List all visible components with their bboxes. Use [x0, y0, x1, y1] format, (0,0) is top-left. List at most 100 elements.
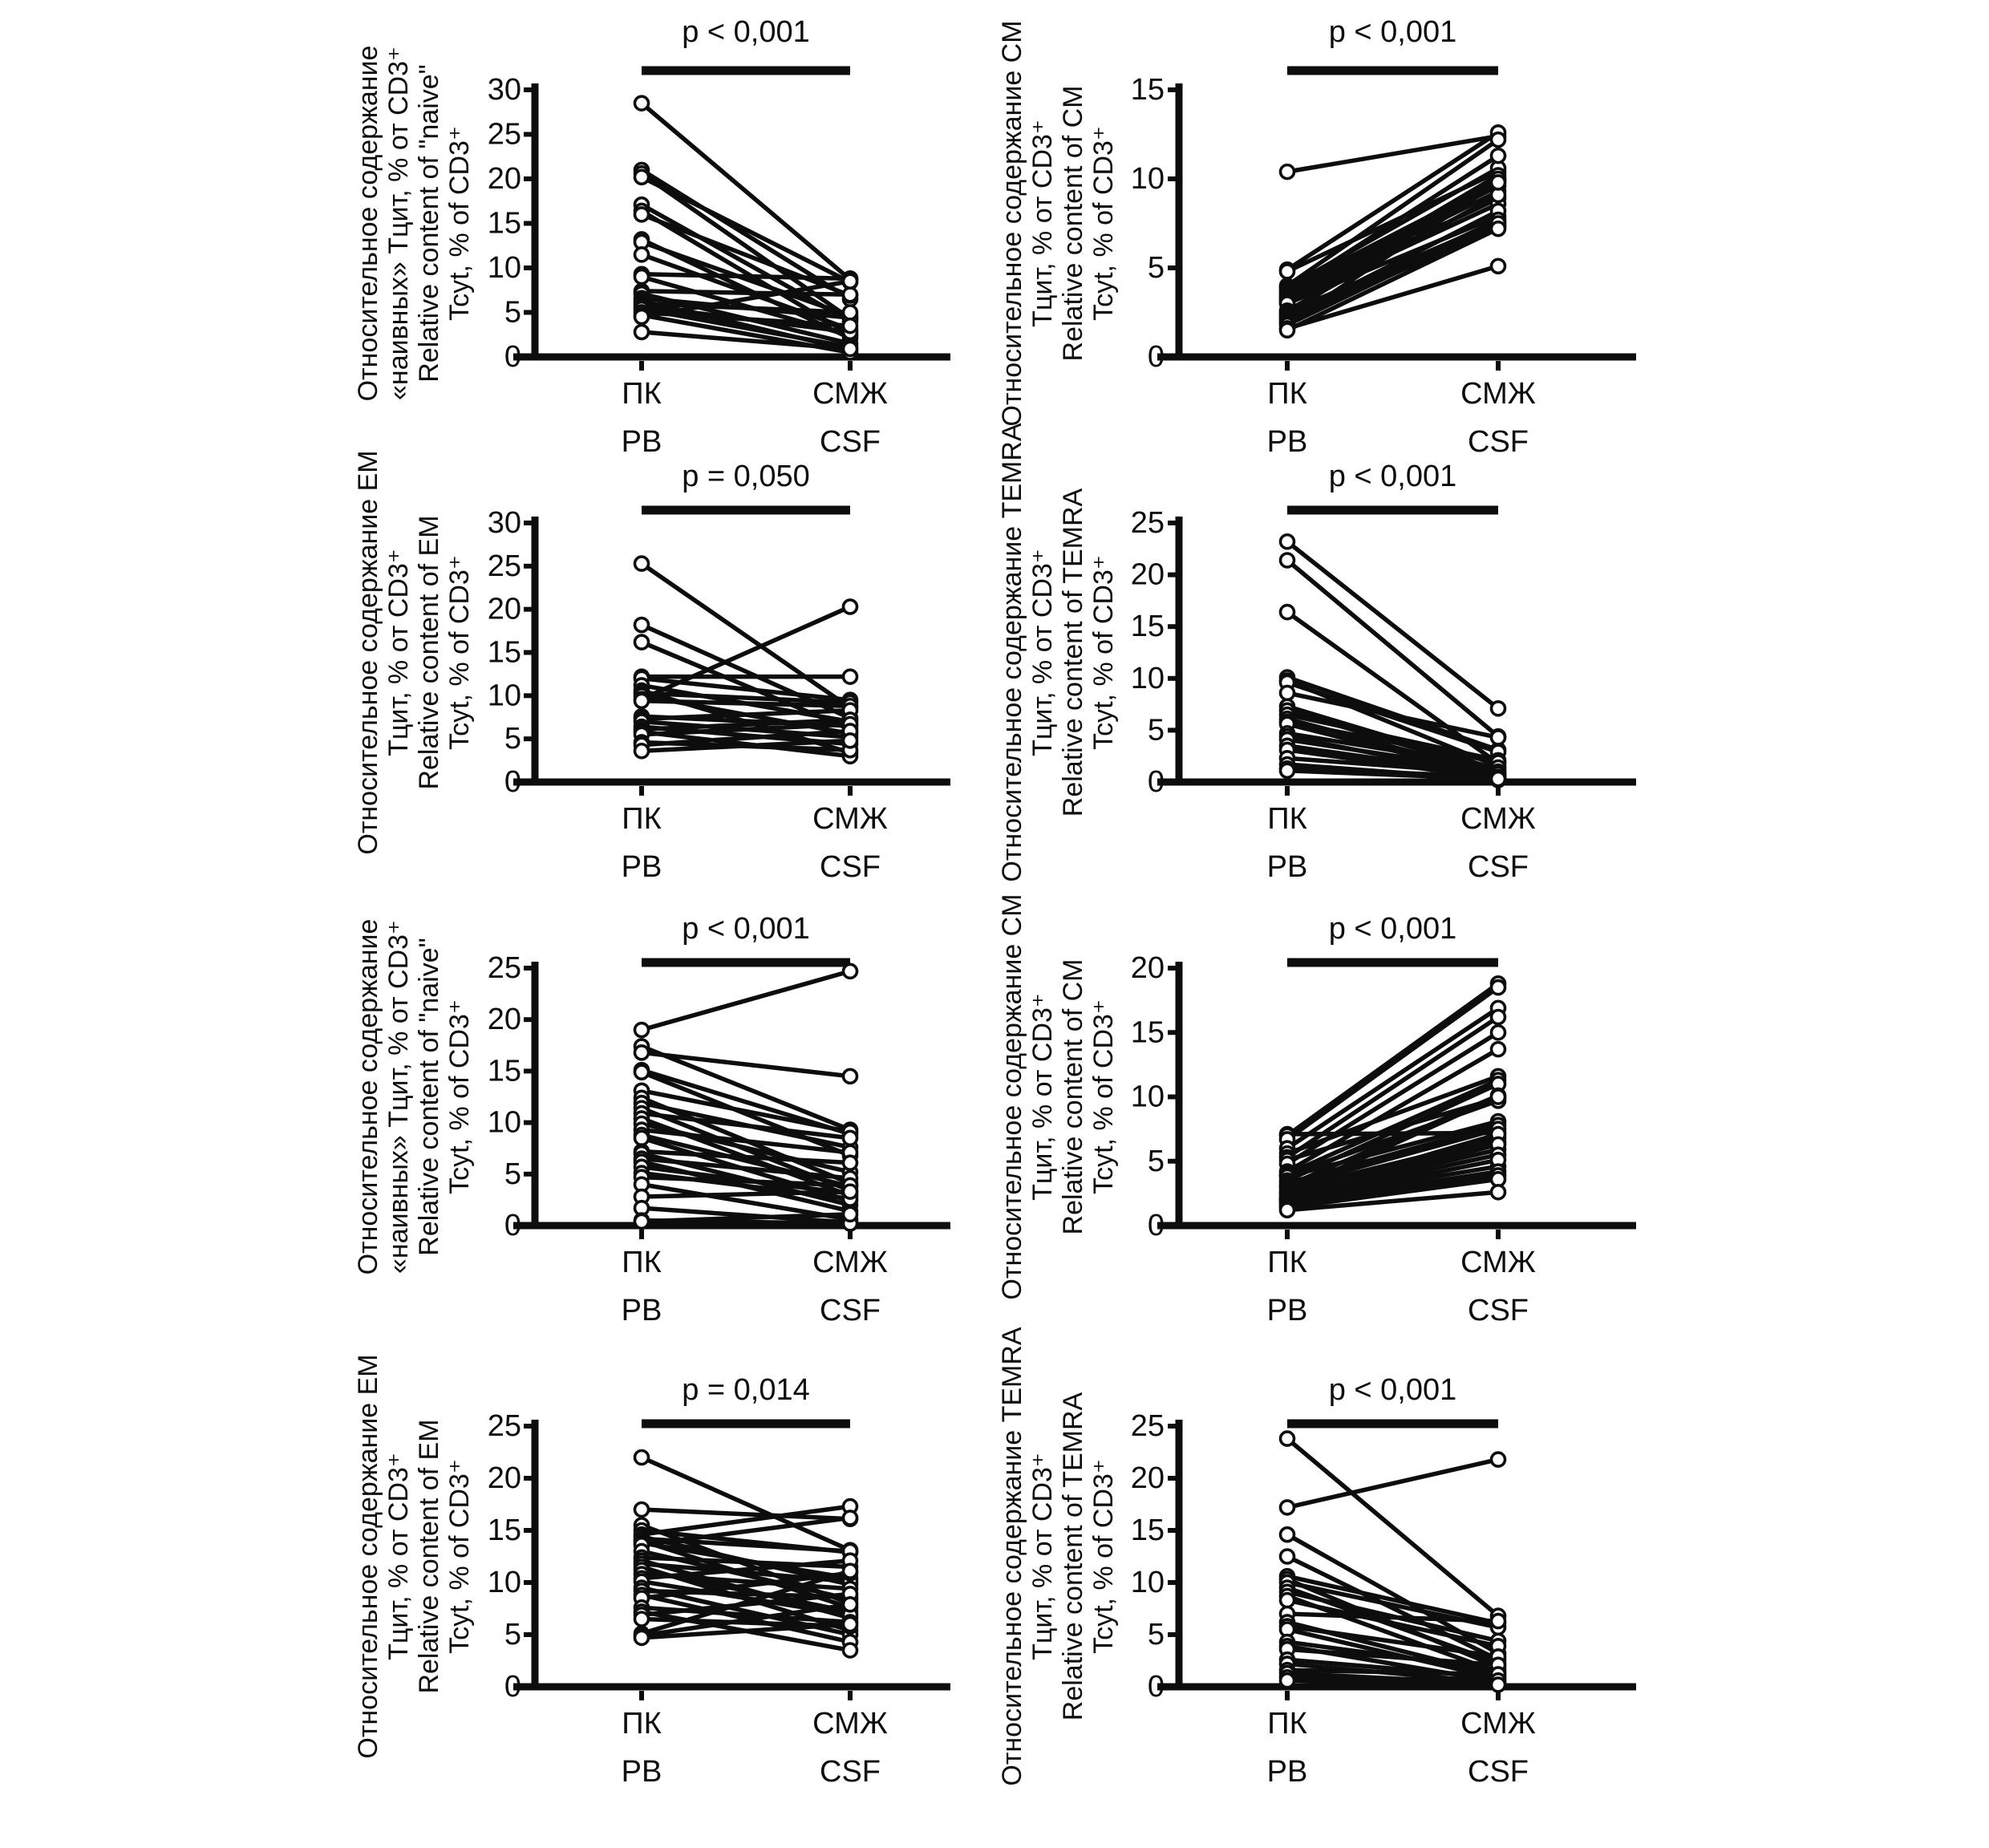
paired-data-line [1285, 737, 1501, 774]
paired-data-line [639, 561, 853, 711]
data-point-marker [1489, 174, 1507, 191]
y-tick-label: 0 [504, 1670, 521, 1704]
paired-data-line [639, 699, 853, 709]
y-tick-label: 25 [1131, 506, 1165, 540]
y-tick-label: 30 [488, 73, 521, 107]
data-point-marker [841, 317, 859, 334]
data-point-marker [633, 1021, 650, 1039]
data-point-marker [633, 206, 650, 223]
y-tick-label: 5 [504, 722, 521, 756]
paired-data-line [639, 738, 853, 753]
data-point-marker [633, 1213, 650, 1230]
paired-data-line [639, 1111, 853, 1141]
y-axis-title-line: Tcyt, % of CD3⁺ [1088, 555, 1119, 750]
paired-data-line [1285, 1094, 1501, 1195]
panel-row2-left: Относительное содержание EM Тцит, % от CD… [353, 450, 950, 884]
x-category-label-bottom: PB [622, 1294, 662, 1327]
paired-data-line [1285, 1015, 1501, 1160]
data-point-marker [1489, 257, 1507, 275]
data-point-marker [1278, 1591, 1296, 1609]
data-point-marker [1489, 1451, 1507, 1468]
x-category-label-bottom: CSF [820, 1755, 881, 1789]
paired-data-line [1285, 1142, 1501, 1202]
y-tick-label: 0 [504, 1209, 521, 1242]
y-tick-label: 10 [488, 1566, 521, 1599]
p-value-label: p < 0,001 [1329, 1373, 1457, 1407]
y-tick-label: 25 [488, 1409, 521, 1443]
y-tick-label: 5 [1148, 1145, 1165, 1178]
data-point-marker [841, 598, 859, 615]
y-tick-label: 20 [488, 593, 521, 626]
data-point-marker [1489, 147, 1507, 164]
data-point-marker [633, 692, 650, 710]
data-point-marker [633, 1449, 650, 1466]
paired-data-line [639, 1504, 853, 1537]
x-category-label-top: СМЖ [1460, 802, 1536, 836]
y-tick-label: 25 [488, 549, 521, 583]
data-point-marker [841, 340, 859, 358]
data-point-marker [1278, 1430, 1296, 1447]
data-point-marker [633, 268, 650, 286]
paired-data-line [639, 1149, 853, 1165]
x-category-label-bottom: CSF [820, 425, 881, 459]
x-category-label-top: СМЖ [812, 802, 888, 836]
data-point-marker [633, 95, 650, 111]
x-category-label-top: ПК [1267, 377, 1306, 411]
paired-data-line [1285, 1123, 1501, 1185]
data-point-marker [633, 168, 650, 186]
paired-data-line [639, 1455, 853, 1553]
data-point-marker [1278, 533, 1296, 550]
data-point-marker [633, 634, 650, 650]
y-axis-title-line: Tcyt, % of CD3⁺ [444, 1459, 475, 1654]
y-tick-label: 15 [488, 207, 521, 241]
paired-data-line [639, 691, 853, 705]
y-tick-label: 10 [488, 251, 521, 285]
data-point-marker [1278, 762, 1296, 780]
data-point-marker [1278, 263, 1296, 280]
y-axis-title-line: Relative content of "naive" [414, 938, 444, 1255]
data-point-marker [633, 246, 650, 263]
paired-data-line [1285, 1169, 1501, 1206]
data-point-marker [1489, 729, 1507, 746]
paired-data-line [639, 1602, 853, 1639]
paired-data-line [1285, 130, 1501, 272]
paired-data-line [639, 1507, 853, 1522]
y-axis-title-line: Относительное содержание TEMRA [997, 1327, 1027, 1786]
y-axis-title-line: Тцит, % от CD3⁺ [1027, 993, 1058, 1201]
data-point-marker [841, 1510, 859, 1526]
data-point-marker [1278, 684, 1296, 702]
y-axis-title-line: Relative content of EM [414, 515, 444, 789]
paired-data-line [1285, 731, 1501, 770]
paired-data-line [639, 1206, 853, 1225]
y-tick-label: 25 [488, 951, 521, 985]
data-point-marker [841, 1615, 859, 1633]
paired-data-line [639, 240, 853, 318]
y-tick-label: 30 [488, 506, 521, 540]
panel-row1-left: Относительное содержание «наивных» Тцит, … [353, 15, 950, 459]
paired-data-line [1285, 264, 1501, 331]
paired-data-line [1285, 1574, 1501, 1626]
x-category-label-top: ПК [1267, 802, 1306, 836]
data-point-marker [633, 1064, 650, 1080]
paired-data-line [1285, 172, 1501, 302]
y-axis-title-line: Tcyt, % of CD3⁺ [444, 126, 475, 321]
data-point-marker [841, 1642, 859, 1659]
data-point-marker [1489, 1612, 1507, 1630]
y-axis-title-line: Относительное содержание TEMRA [997, 423, 1027, 882]
y-axis-title-line: Тцит, % от CD3⁺ [1027, 1453, 1058, 1660]
paired-data-line [1285, 539, 1501, 711]
data-point-marker [1278, 322, 1296, 339]
y-axis-title-line: Тцит, % от CD3⁺ [1027, 120, 1058, 327]
paired-data-line [1285, 1611, 1501, 1623]
p-value-label: p < 0,001 [682, 15, 810, 49]
data-point-marker [1278, 1548, 1296, 1565]
paired-data-line [639, 212, 853, 298]
p-value-label: p < 0,001 [1329, 15, 1457, 49]
x-category-label-top: ПК [1267, 1246, 1306, 1279]
paired-data-line [639, 1189, 853, 1199]
paired-data-line [1285, 985, 1501, 1142]
panel-row2-right: Относительное содержание TEMRA Тцит, % от… [997, 423, 1636, 884]
x-category-label-top: ПК [1267, 1707, 1306, 1741]
x-category-label-top: ПК [622, 1246, 661, 1279]
data-point-marker [841, 1596, 859, 1613]
